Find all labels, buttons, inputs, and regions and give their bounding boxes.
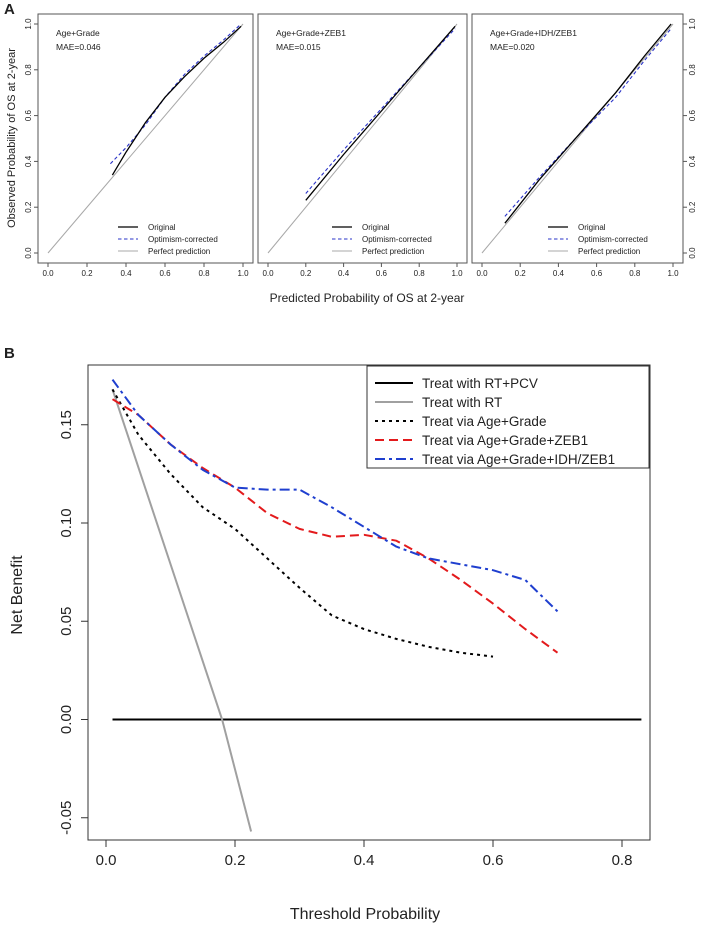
x-tick-label: 0.8 bbox=[612, 852, 633, 869]
plot-frame bbox=[471, 13, 684, 264]
x-tick-label: 0.2 bbox=[300, 269, 312, 278]
panel-b-letter: B bbox=[4, 345, 15, 362]
y-tick-label: 0.05 bbox=[58, 607, 75, 636]
legend-label-original: Original bbox=[148, 223, 176, 232]
series-original-line bbox=[111, 25, 242, 176]
x-tick-label: 0.6 bbox=[483, 852, 504, 869]
legend-label-optimism-corrected: Optimism-corrected bbox=[362, 235, 432, 244]
mae-annotation: MAE=0.046 bbox=[56, 42, 101, 52]
y-tick-label: 0.0 bbox=[24, 247, 33, 259]
legend-label-perfect-prediction: Perfect prediction bbox=[362, 247, 424, 256]
panel-a-ylabel: Observed Probability of OS at 2-year bbox=[6, 48, 18, 228]
y-tick-label: 0.15 bbox=[58, 410, 75, 439]
y-tick-label: 0.6 bbox=[24, 109, 33, 121]
y-tick-label: 1.0 bbox=[688, 18, 697, 30]
y-tick-label: 0.8 bbox=[688, 64, 697, 76]
series-original-line bbox=[504, 23, 672, 224]
calibration-plot-age-grade-zeb1: 0.0 0.2 0.4 0.6 0.8 1.0 Age+Grade+ZEB1 MAE=0.01… bbox=[257, 13, 468, 278]
x-tick-label: 0.6 bbox=[376, 269, 388, 278]
panel-b-ylabel: Net Benefit bbox=[9, 555, 26, 635]
x-tick-label: 0.0 bbox=[42, 269, 54, 278]
plot-title: Age+Grade+ZEB1 bbox=[276, 28, 346, 38]
series-optimism-corrected-line bbox=[504, 28, 672, 217]
legend-label-treat-via-age-grade: Treat via Age+Grade bbox=[422, 414, 546, 429]
x-tick-label: 1.0 bbox=[667, 269, 679, 278]
x-tick-label: 0.2 bbox=[81, 269, 93, 278]
plot-frame bbox=[37, 13, 254, 264]
legend-label-optimism-corrected: Optimism-corrected bbox=[578, 235, 648, 244]
plot-title: Age+Grade bbox=[56, 28, 100, 38]
y-tick-label: -0.05 bbox=[58, 801, 75, 835]
x-tick-label: 0.6 bbox=[159, 269, 171, 278]
x-tick-label: 0.8 bbox=[629, 269, 641, 278]
plot-frame bbox=[87, 364, 651, 841]
x-tick-label: 0.2 bbox=[515, 269, 527, 278]
legend-label-treat-via-age-grade-idh-zeb1: Treat via Age+Grade+IDH/ZEB1 bbox=[422, 452, 615, 467]
x-tick-label: 1.0 bbox=[237, 269, 249, 278]
series-treat-with-rt-line bbox=[111, 389, 253, 832]
mae-annotation: MAE=0.015 bbox=[276, 42, 321, 52]
calibration-plot-age-grade-idh-zeb1: 0.0 0.2 0.4 0.6 0.8 1.0 0.0 0.2 0.4 0.6 0.8 1.0 Age+… bbox=[471, 13, 697, 278]
panel-a-xlabel: Predicted Probability of OS at 2-year bbox=[270, 291, 465, 305]
x-tick-label: 0.0 bbox=[476, 269, 488, 278]
series-optimism-corrected-line bbox=[110, 23, 242, 165]
y-tick-label: 0.4 bbox=[688, 155, 697, 167]
legend-label-treat-with-rt-pcv: Treat with RT+PCV bbox=[422, 376, 538, 391]
x-tick-label: 0.4 bbox=[338, 269, 350, 278]
series-optimism-corrected-line bbox=[305, 28, 456, 194]
legend-label-treat-via-age-grade-zeb1: Treat via Age+Grade+ZEB1 bbox=[422, 433, 588, 448]
y-tick-label: 0.2 bbox=[24, 201, 33, 213]
y-tick-label: 0.10 bbox=[58, 508, 75, 537]
x-tick-label: 0.4 bbox=[553, 269, 565, 278]
legend-label-original: Original bbox=[578, 223, 606, 232]
legend-label-optimism-corrected: Optimism-corrected bbox=[148, 235, 218, 244]
x-tick-label: 0.0 bbox=[262, 269, 274, 278]
x-tick-label: 0.0 bbox=[96, 852, 117, 869]
x-tick-label: 0.8 bbox=[198, 269, 210, 278]
series-perfect-prediction-line bbox=[267, 23, 458, 254]
series-treat-via-age-grade-idh-zeb1-line bbox=[111, 379, 559, 613]
y-tick-label: 0.4 bbox=[24, 155, 33, 167]
y-tick-label: 0.6 bbox=[688, 109, 697, 121]
panel-a-letter: A bbox=[4, 1, 15, 18]
mae-annotation: MAE=0.020 bbox=[490, 42, 535, 52]
plot-frame bbox=[257, 13, 468, 264]
legend-label-perfect-prediction: Perfect prediction bbox=[148, 247, 210, 256]
x-tick-label: 0.4 bbox=[354, 852, 375, 869]
series-treat-via-age-grade-line bbox=[111, 388, 494, 658]
decision-curve-plot: 0.0 0.2 0.4 0.6 0.8 -0.05 0.00 0.05 0.10 0.15 Trea… bbox=[58, 364, 651, 869]
x-tick-label: 1.0 bbox=[451, 269, 463, 278]
legend-label-original: Original bbox=[362, 223, 390, 232]
calibration-plot-age-grade: 0.0 0.2 0.4 0.6 0.8 1.0 0.0 0.2 0.4 0.6 0.8 1.0 Age+… bbox=[24, 13, 254, 278]
legend-label-perfect-prediction: Perfect prediction bbox=[578, 247, 640, 256]
series-perfect-prediction-line bbox=[481, 23, 674, 254]
y-tick-label: 0.0 bbox=[688, 247, 697, 259]
series-original-line bbox=[305, 25, 456, 201]
y-tick-label: 0.2 bbox=[688, 201, 697, 213]
x-tick-label: 0.6 bbox=[591, 269, 603, 278]
y-tick-label: 0.00 bbox=[58, 705, 75, 734]
legend-label-treat-with-rt: Treat with RT bbox=[422, 395, 502, 410]
series-perfect-prediction-line bbox=[47, 23, 244, 254]
plot-title: Age+Grade+IDH/ZEB1 bbox=[490, 28, 577, 38]
x-tick-label: 0.4 bbox=[120, 269, 132, 278]
panel-b-xlabel: Threshold Probability bbox=[290, 906, 440, 923]
y-tick-label: 0.8 bbox=[24, 64, 33, 76]
x-tick-label: 0.2 bbox=[225, 852, 246, 869]
x-tick-label: 0.8 bbox=[414, 269, 426, 278]
y-tick-label: 1.0 bbox=[24, 18, 33, 30]
legend-box bbox=[366, 365, 650, 469]
